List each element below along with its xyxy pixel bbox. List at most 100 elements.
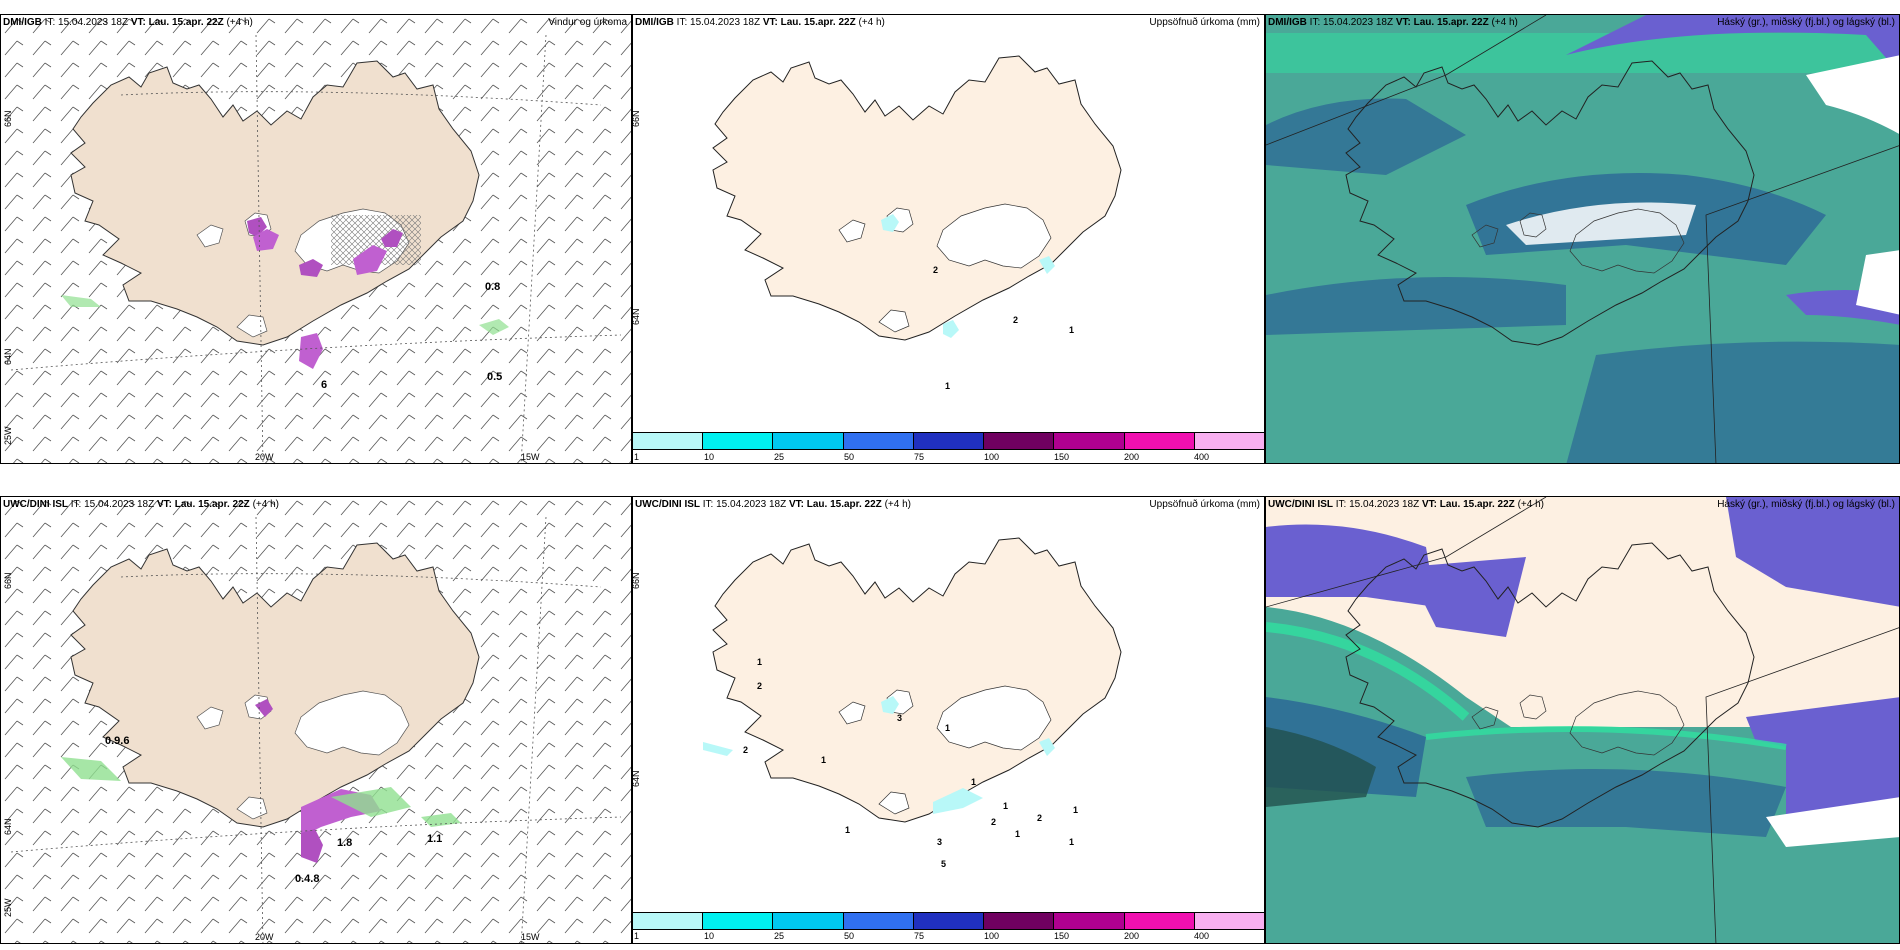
value-label: 1 [1003,801,1009,811]
model-label: UWC/DINI ISL [1268,499,1333,510]
value-label: 2 [933,265,939,275]
value-label: 0.4.8 [295,873,320,885]
colorbar-top [632,432,1265,450]
colorbar-tick: 150 [1054,452,1070,462]
valid-time: VT: Lau. 15.apr. 22Z [156,499,250,510]
colorbar-swatch [913,913,985,929]
value-label: 3 [937,837,943,847]
init-time: IT: 15.04.2023 18Z [1335,499,1420,510]
wind-title: Vindur og úrkoma [548,17,627,28]
value-label: 1 [1015,829,1021,839]
init-time: IT: 15.04.2023 18Z [1309,17,1394,28]
lat-label: 66N [3,572,13,589]
precip-title: Uppsöfnuð úrkoma (mm) [1149,499,1260,510]
colorbar-bottom [632,912,1265,930]
colorbar-tick: 25 [774,452,785,462]
lat-label: 66N [632,572,641,589]
model-label: UWC/DINI ISL [635,499,700,510]
colorbar-swatch [1194,433,1264,449]
colorbar-tick: 200 [1124,931,1140,941]
colorbar-swatch [1054,433,1125,449]
precip-map-bottom [703,537,1122,823]
colorbar-swatch [984,433,1055,449]
value-label: 0.5 [487,371,503,383]
colorbar-swatch [1124,433,1195,449]
wind-panel-bottom: UWC/DINI ISL IT: 15.04.2023 18Z VT: Lau.… [0,496,632,944]
colorbar-ticks-bottom: 1 10 25 50 75 100 150 200 400 [632,931,1265,943]
colorbar-tick: 150 [1054,931,1070,941]
colorbar-tick: 400 [1194,452,1210,462]
value-label: 1.8 [337,837,353,849]
init-time: IT: 15.04.2023 18Z [676,17,761,28]
wind-map-top [1,15,631,463]
init-time: IT: 15.04.2023 18Z [702,499,787,510]
lon-label: 20W [255,932,274,942]
colorbar-swatch [703,433,774,449]
value-label: 1 [821,755,827,765]
lead-time: (+4 h) [858,17,885,28]
value-label: 6 [321,379,328,391]
value-label: 0.8 [485,281,501,293]
init-time: IT: 15.04.2023 18Z [44,17,129,28]
lat-label: 66N [3,110,13,127]
cloud-panel-bottom: UWC/DINI ISL IT: 15.04.2023 18Z VT: Lau.… [1265,496,1900,944]
value-label: 1 [1069,837,1075,847]
colorbar-swatch [843,433,914,449]
lead-time: (+4 h) [1491,17,1518,28]
valid-time: VT: Lau. 15.apr. 22Z [130,17,224,28]
lon-label: 15W [521,932,540,942]
wind-panel-top: DMI/IGB IT: 15.04.2023 18Z VT: Lau. 15.a… [0,14,632,464]
colorbar-tick: 50 [844,931,855,941]
value-label: 0.9.6 [105,735,130,747]
lat-label: 64N [632,770,641,787]
precip-map-top [712,55,1122,341]
colorbar-swatch [703,913,774,929]
model-label: UWC/DINI ISL [3,499,68,510]
colorbar-tick: 400 [1194,931,1210,941]
colorbar-tick: 75 [914,452,925,462]
panel-title: UWC/DINI ISL IT: 15.04.2023 18Z VT: Lau.… [3,499,279,511]
lon-label: 25W [3,426,13,445]
value-label: 2 [743,745,749,755]
value-label: 1 [757,657,763,667]
value-label: 2 [1013,315,1019,325]
value-label: 1 [945,381,951,391]
value-label: 1 [1069,325,1075,335]
valid-time: VT: Lau. 15.apr. 22Z [788,499,882,510]
colorbar-swatch [1194,913,1264,929]
valid-time: VT: Lau. 15.apr. 22Z [1395,17,1489,28]
init-time: IT: 15.04.2023 18Z [70,499,155,510]
precip-panel-top: DMI/IGB IT: 15.04.2023 18Z VT: Lau. 15.a… [632,14,1265,464]
value-label: 2 [991,817,997,827]
colorbar-tick: 25 [774,931,785,941]
colorbar-tick: 100 [984,931,1000,941]
colorbar-tick: 10 [704,931,715,941]
lead-time: (+4 h) [226,17,253,28]
model-label: DMI/IGB [3,17,42,28]
model-label: DMI/IGB [1268,17,1307,28]
lat-label: 64N [632,308,641,325]
cloud-map-bottom [1266,497,1899,943]
panel-title: UWC/DINI ISL IT: 15.04.2023 18Z VT: Lau.… [1268,499,1544,511]
value-label: 1.1 [427,833,443,845]
colorbar-swatch [1124,913,1195,929]
colorbar-swatch [633,433,704,449]
value-label: 1 [945,723,951,733]
panel-title: DMI/IGB IT: 15.04.2023 18Z VT: Lau. 15.a… [3,17,253,29]
precip-panel-bottom: UWC/DINI ISL IT: 15.04.2023 18Z VT: Lau.… [632,496,1265,944]
value-label: 2 [1037,813,1043,823]
colorbar-swatch [1054,913,1125,929]
colorbar-swatch [843,913,914,929]
lon-label: 25W [3,898,13,917]
lon-label: 15W [521,452,540,462]
cloud-title: Háský (gr.), miðský (fj.bl.) og lágský (… [1717,499,1895,510]
lead-time: (+4 h) [252,499,279,510]
colorbar-tick: 1 [634,931,640,941]
value-label: 3 [897,713,903,723]
lat-label: 64N [3,818,13,835]
valid-time: VT: Lau. 15.apr. 22Z [1421,499,1515,510]
lon-label: 20W [255,452,274,462]
lead-time: (+4 h) [1517,499,1544,510]
colorbar-swatch [913,433,985,449]
colorbar-tick: 50 [844,452,855,462]
